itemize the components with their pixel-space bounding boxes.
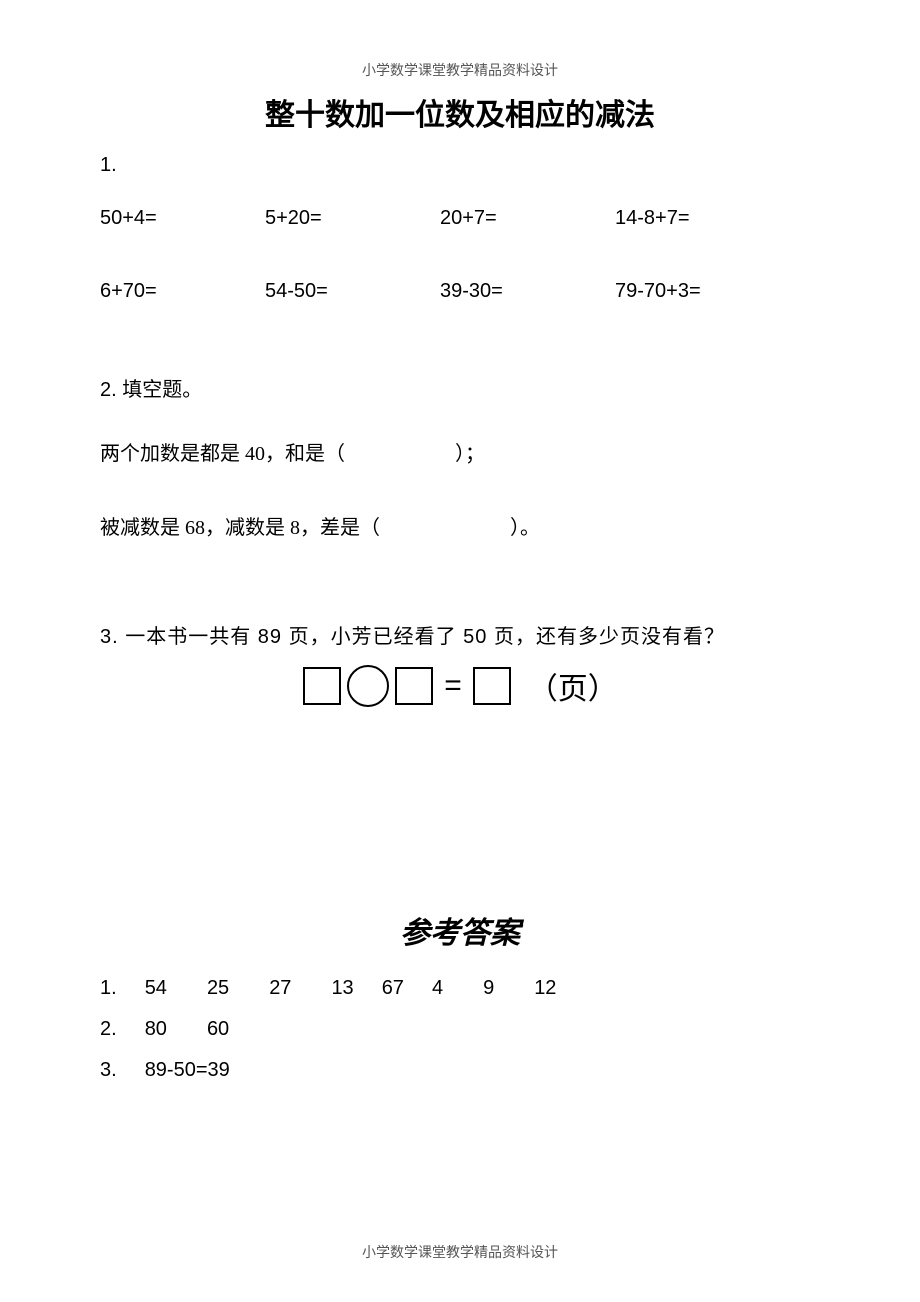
- q2-line2: 被减数是 68，减数是 8，差是（ ）。: [100, 511, 820, 540]
- calc-row-2: 6+70= 54-50= 39-30= 79-70+3=: [100, 280, 820, 303]
- answer-row-1: 1. 54 25 27 13 67 4 9 12: [100, 977, 820, 1000]
- calc-item: 14-8+7=: [615, 207, 805, 230]
- calc-item: 54-50=: [265, 280, 440, 303]
- q3-text: 3. 一本书一共有 89 页，小芳已经看了 50 页，还有多少页没有看？: [100, 620, 820, 649]
- answer-row-2: 2. 80 60: [100, 1018, 820, 1041]
- calc-item: 5+20=: [265, 207, 440, 230]
- fill-text: ）。: [510, 517, 540, 539]
- answer-val: 54: [145, 977, 167, 999]
- q2-label: 2. 填空题。: [100, 373, 820, 402]
- calc-item: 50+4=: [100, 207, 265, 230]
- unit-text: （页）: [528, 664, 618, 708]
- fill-text: 被减数是 68，减数是 8，差是（: [100, 517, 380, 539]
- square-icon: [394, 666, 434, 706]
- worksheet-title: 整十数加一位数及相应的减法: [100, 90, 820, 134]
- calc-item: 6+70=: [100, 280, 265, 303]
- page-header: 小学数学课堂教学精品资料设计: [100, 60, 820, 80]
- fill-text: 两个加数是都是 40，和是（: [100, 443, 345, 465]
- circle-icon: [346, 664, 390, 708]
- q2-line1: 两个加数是都是 40，和是（ ）；: [100, 437, 820, 466]
- calc-row-1: 50+4= 5+20= 20+7= 14-8+7=: [100, 207, 820, 230]
- answer-val: 60: [207, 1018, 229, 1040]
- equation-shapes: = （页）: [100, 664, 820, 708]
- square-icon: [472, 666, 512, 706]
- answer-prefix: 3.: [100, 1059, 117, 1081]
- equals-sign: =: [444, 669, 462, 703]
- answer-val: 80: [145, 1018, 167, 1040]
- answer-prefix: 1.: [100, 977, 117, 999]
- page-footer: 小学数学课堂教学精品资料设计: [0, 1242, 920, 1262]
- square-icon: [302, 666, 342, 706]
- answer-val: 27: [269, 977, 291, 999]
- answers-title: 参考答案: [100, 908, 820, 952]
- fill-text: ）；: [455, 443, 485, 465]
- answer-val: 13: [331, 977, 353, 999]
- answer-val: 4: [432, 977, 443, 999]
- calc-item: 39-30=: [440, 280, 615, 303]
- calc-item: 20+7=: [440, 207, 615, 230]
- answer-row-3: 3. 89-50=39: [100, 1059, 820, 1082]
- answer-val: 67: [382, 977, 404, 999]
- answer-val: 12: [534, 977, 556, 999]
- answer-val: 25: [207, 977, 229, 999]
- answer-val: 89-50=39: [145, 1059, 230, 1081]
- answer-prefix: 2.: [100, 1018, 117, 1040]
- q1-number: 1.: [100, 154, 820, 177]
- calc-item: 79-70+3=: [615, 280, 805, 303]
- answer-val: 9: [483, 977, 494, 999]
